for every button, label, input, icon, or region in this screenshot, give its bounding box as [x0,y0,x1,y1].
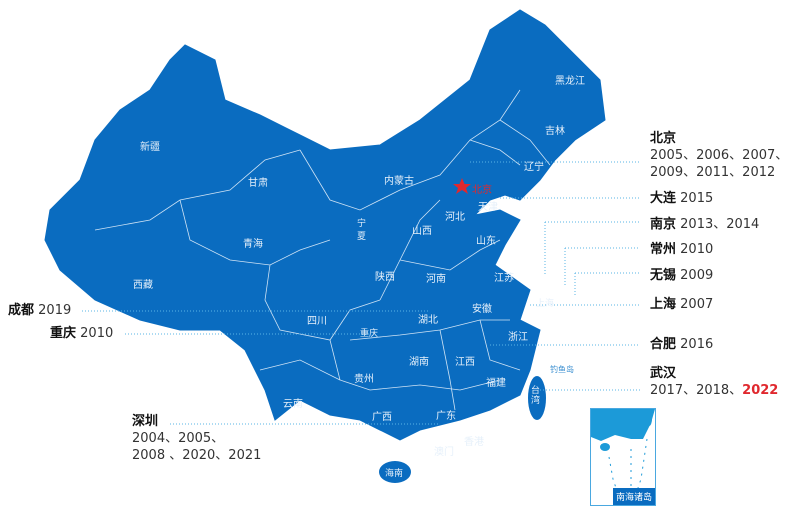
city-chengdu: 成都 2019 [8,302,71,319]
city-beijing: 北京 2005、2006、2007、 2009、2011、2012 [650,130,788,181]
province-label: 福建 [486,378,506,389]
city-name: 南京 [650,217,677,232]
highlight-year: 2022 [742,383,779,398]
province-label: 天津 [478,202,498,213]
city-years: 2009、2011、2012 [650,165,776,180]
province-label: 湖北 [418,315,438,326]
province-label: 辽宁 [524,162,544,173]
province-label: 新疆 [140,142,160,153]
city-name: 上海 [650,297,677,312]
city-name: 成都 [8,303,35,318]
province-label: 江苏 [494,273,514,284]
province-label: 西藏 [133,280,153,291]
beijing-capital-star-icon [453,178,471,194]
province-label: 陕西 [375,272,395,283]
province-label: 四川 [307,316,327,327]
province-label: 钓鱼岛 [550,365,574,374]
province-label: 江西 [455,357,475,368]
province-label: 贵州 [354,374,374,385]
province-label: 宁夏 [357,219,367,242]
china-mainland [44,9,606,441]
province-label: 河北 [445,212,465,223]
city-changzhou: 常州 2010 [650,241,713,258]
city-years: 2019 [38,303,72,318]
hainan-island [379,461,411,483]
city-hefei: 合肥 2016 [650,336,713,353]
city-shenzhen: 深圳 2004、2005、 2008 、2020、2021 [132,413,261,464]
city-years: 2010 [80,326,114,341]
province-label: 山东 [476,236,496,247]
city-dalian: 大连 2015 [650,190,713,207]
city-wuhan: 武汉 2017、2018、2022 [650,365,778,399]
city-wuxi: 无锡 2009 [650,267,713,284]
city-name: 武汉 [650,366,677,381]
city-name: 大连 [650,191,677,206]
province-label: 山西 [412,226,432,237]
province-label: 澳门 [434,447,454,458]
leader-lines [82,161,640,425]
city-name: 合肥 [650,337,677,352]
city-years: 2015 [680,191,714,206]
province-borders [94,89,551,411]
province-label: 上海 [536,299,555,309]
province-label: 北京 [472,185,492,196]
province-label: 安徽 [472,304,492,315]
province-label: 广东 [436,411,456,422]
province-label: 吉林 [545,126,565,137]
city-years: 2004、2005、 [132,431,225,446]
city-name: 无锡 [650,268,677,283]
city-years: 2010 [680,242,714,257]
inset-label: 南海诸岛 [612,488,655,505]
city-years: 2013、2014 [680,217,760,232]
city-years: 2005、2006、2007、 [650,148,789,163]
city-name: 深圳 [132,414,159,429]
city-years: 2009 [680,268,714,283]
province-label: 浙江 [508,332,528,343]
province-label: 海南 [385,469,404,479]
city-years: 2017、2018、 [650,383,743,398]
city-years: 2008 、2020、2021 [132,448,262,463]
province-label: 黑龙江 [555,76,585,87]
south-china-sea-inset: 南海诸岛 [590,408,656,506]
city-name: 重庆 [50,326,77,341]
city-years: 2007 [680,297,714,312]
province-label: 台湾 [531,386,541,406]
city-name: 北京 [650,131,677,146]
taiwan-island [528,376,546,420]
province-label: 广西 [372,412,392,423]
city-name: 常州 [650,242,677,257]
province-label: 重庆 [360,329,379,339]
province-label: 香港 [464,437,484,448]
city-chongqing: 重庆 2010 [50,325,113,342]
province-label: 云南 [283,399,303,410]
province-label: 湖南 [409,357,429,368]
province-label: 甘肃 [248,178,268,189]
province-label: 河南 [426,274,446,285]
city-years: 2016 [680,337,714,352]
province-label: 青海 [243,239,263,250]
province-label: 内蒙古 [384,176,414,187]
city-nanjing: 南京 2013、2014 [650,216,759,233]
city-shanghai: 上海 2007 [650,296,713,313]
